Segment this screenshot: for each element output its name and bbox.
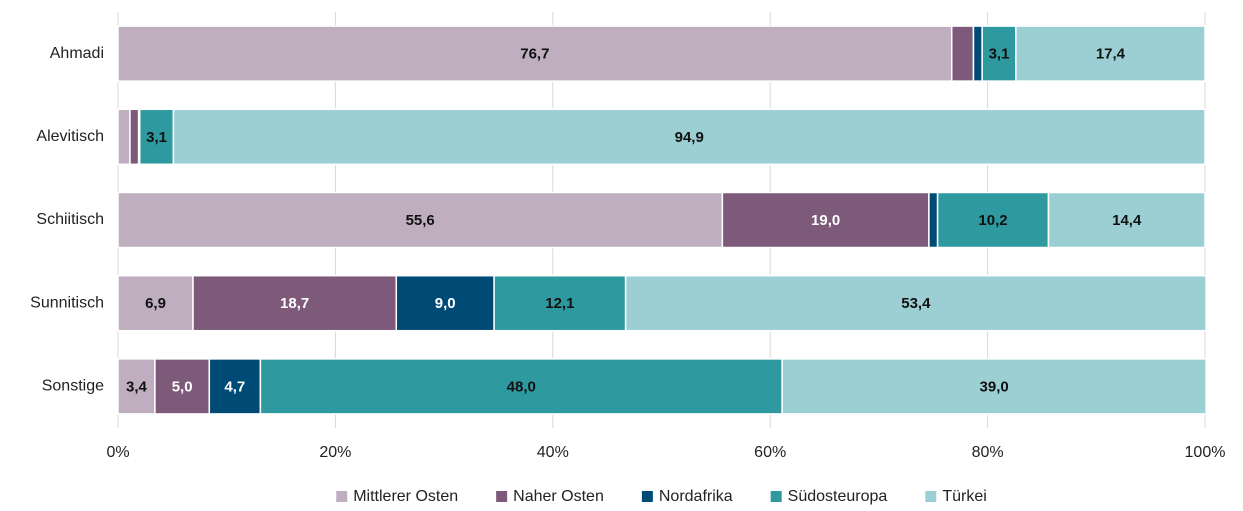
legend-swatch [770, 491, 782, 502]
x-tick-label: 60% [754, 444, 786, 461]
bar-segment [192, 274, 398, 332]
y-tick-label: Ahmadi [50, 45, 104, 62]
value-label: 76,7 [520, 46, 549, 63]
bar-segment [129, 108, 140, 166]
bar-segment [259, 358, 783, 415]
bar-segment [117, 274, 194, 332]
bar-segment [781, 358, 1207, 415]
value-label: 14,4 [1112, 212, 1142, 229]
value-label: 39,0 [980, 378, 1009, 395]
x-tick-label: 0% [106, 444, 129, 461]
value-label: 94,9 [675, 129, 704, 146]
bar-segment [395, 274, 495, 332]
bar-segment [972, 25, 983, 82]
legend-label: Mittlerer Osten [353, 488, 458, 505]
x-tick-label: 80% [972, 444, 1004, 461]
value-label: 53,4 [901, 295, 931, 312]
bar-segment [721, 191, 930, 249]
bar-segment [117, 108, 131, 166]
legend-label: Naher Osten [513, 488, 604, 505]
value-label: 48,0 [507, 378, 536, 395]
value-label: 12,1 [545, 295, 574, 312]
legend-swatch [336, 491, 348, 502]
y-tick-label: Schiitisch [36, 211, 104, 228]
x-tick-label: 40% [537, 444, 569, 461]
y-tick-label: Sonstige [42, 378, 104, 395]
value-label: 10,2 [978, 212, 1007, 229]
bar-segment [950, 25, 975, 82]
value-label: 18,7 [280, 295, 309, 312]
bar-segment [624, 274, 1207, 332]
bar-segment [117, 25, 953, 82]
bar-segment [172, 108, 1206, 166]
legend-label: Türkei [942, 488, 986, 505]
legend-swatch [925, 491, 937, 502]
x-tick-label: 100% [1185, 444, 1226, 461]
bar-segment [936, 191, 1050, 249]
bar-segment [208, 358, 262, 415]
y-tick-label: Sunnitisch [30, 294, 104, 311]
bar-segment [493, 274, 627, 332]
bar-segment [117, 358, 156, 415]
value-label: 4,7 [224, 378, 245, 395]
y-tick-label: Alevitisch [36, 128, 104, 145]
x-tick-label: 20% [319, 444, 351, 461]
legend-label: Südosteuropa [788, 488, 888, 505]
bar-segment [117, 191, 724, 249]
value-label: 17,4 [1096, 46, 1126, 63]
bar-segment [138, 108, 175, 166]
value-label: 19,0 [811, 212, 840, 229]
value-label: 55,6 [406, 212, 435, 229]
value-label: 9,0 [435, 295, 456, 312]
bar-segment [928, 191, 939, 249]
legend-swatch [496, 491, 508, 502]
value-label: 6,9 [145, 295, 166, 312]
value-label: 3,1 [989, 46, 1010, 63]
value-label: 3,1 [146, 129, 167, 146]
value-label: 5,0 [172, 378, 193, 395]
bar-segment [1015, 25, 1206, 82]
bar-segment [1047, 191, 1206, 249]
legend-swatch [641, 491, 653, 502]
value-label: 3,4 [126, 378, 148, 395]
legend-label: Nordafrika [659, 488, 733, 505]
bar-segment [154, 358, 211, 415]
